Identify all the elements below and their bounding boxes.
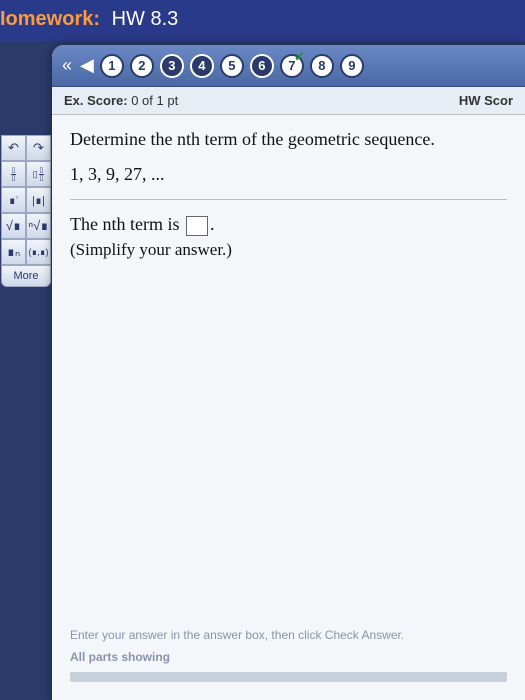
- answer-line: The nth term is .: [70, 214, 507, 236]
- question-button-6[interactable]: 6: [250, 54, 274, 78]
- question-button-3[interactable]: 3: [160, 54, 184, 78]
- fraction-button[interactable]: ▯▯: [1, 161, 26, 187]
- question-button-7[interactable]: 7✓: [280, 54, 304, 78]
- question-button-5[interactable]: 5: [220, 54, 244, 78]
- footer-bar: [70, 672, 507, 682]
- homework-name: HW 8.3: [112, 8, 179, 30]
- score-bar: Ex. Score: 0 of 1 pt HW Scor: [52, 87, 525, 115]
- main-window: « ◀ 1234567✓89 Ex. Score: 0 of 1 pt HW S…: [52, 45, 525, 700]
- answer-hint: (Simplify your answer.): [70, 240, 507, 260]
- more-tools-button[interactable]: More: [1, 265, 51, 287]
- problem-prompt: Determine the nth term of the geometric …: [70, 129, 507, 150]
- question-button-8[interactable]: 8: [310, 54, 334, 78]
- undo-button[interactable]: ↶: [1, 135, 26, 161]
- title-bar: Iomework: HW 8.3: [0, 0, 525, 41]
- problem-sequence: 1, 3, 9, 27, ...: [70, 164, 507, 185]
- problem-content: Determine the nth term of the geometric …: [52, 115, 525, 595]
- check-icon: ✓: [294, 49, 305, 65]
- mixed-fraction-button[interactable]: ▯▯▯: [26, 161, 51, 187]
- nth-root-button[interactable]: ⁿ√∎: [26, 213, 51, 239]
- homework-label: Iomework:: [0, 8, 100, 30]
- sqrt-button[interactable]: √∎: [1, 213, 26, 239]
- tool-rail: ↶ ↷ ▯▯ ▯▯▯ ∎▫ |∎| √∎ ⁿ√∎ ∎ₙ (∎,∎) More: [0, 135, 52, 287]
- question-button-9[interactable]: 9: [340, 54, 364, 78]
- footer-parts: All parts showing: [70, 650, 507, 664]
- redo-button[interactable]: ↷: [26, 135, 51, 161]
- answer-input[interactable]: [186, 216, 208, 236]
- divider: [70, 199, 507, 200]
- subscript-button[interactable]: ∎ₙ: [1, 239, 26, 265]
- nav-rewind-icon[interactable]: «: [60, 55, 74, 76]
- question-nav: « ◀ 1234567✓89: [52, 45, 525, 87]
- exercise-score: Ex. Score: 0 of 1 pt: [64, 93, 178, 108]
- question-button-1[interactable]: 1: [100, 54, 124, 78]
- abs-button[interactable]: |∎|: [26, 187, 51, 213]
- nav-back-icon[interactable]: ◀: [78, 55, 96, 76]
- hw-score-label: HW Scor: [459, 93, 513, 108]
- question-button-2[interactable]: 2: [130, 54, 154, 78]
- footer-instruction: Enter your answer in the answer box, the…: [70, 628, 507, 642]
- tuple-button[interactable]: (∎,∎): [26, 239, 51, 265]
- footer: Enter your answer in the answer box, the…: [52, 618, 525, 700]
- question-button-4[interactable]: 4: [190, 54, 214, 78]
- exponent-button[interactable]: ∎▫: [1, 187, 26, 213]
